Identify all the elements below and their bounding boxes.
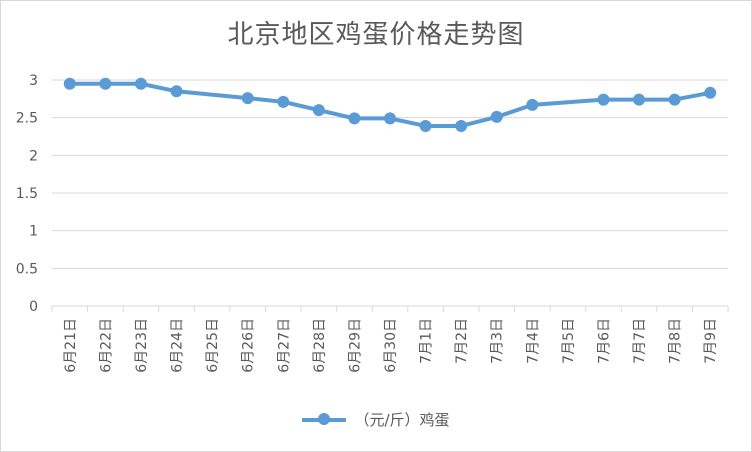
y-tick-label: 3 — [29, 73, 38, 89]
x-tick-label: 7月6日 — [596, 318, 612, 364]
data-point — [597, 93, 610, 106]
data-point — [633, 93, 646, 106]
x-axis-ticks: 6月21日 6月22日 6月23日 6月24日 6月25日 6月26日 6月27日 6月28日… — [63, 318, 719, 373]
y-tick-label: 1 — [29, 224, 38, 240]
y-tick-label: 0.5 — [16, 261, 38, 277]
x-tick-label: 7月9日 — [703, 318, 719, 364]
data-point — [312, 104, 325, 117]
x-tick-label: 7月4日 — [525, 318, 541, 364]
x-tick-label: 7月3日 — [490, 318, 506, 364]
data-point — [490, 110, 503, 123]
data-point — [526, 98, 539, 111]
x-tick-label: 6月27日 — [276, 318, 292, 373]
x-tick-label: 6月25日 — [205, 318, 221, 373]
chart-title: 北京地区鸡蛋价格走势图 — [227, 20, 525, 50]
gridlines — [52, 79, 728, 269]
y-tick-label: 1.5 — [16, 186, 38, 202]
data-point — [419, 119, 432, 132]
data-point — [99, 77, 112, 90]
x-tick-label: 6月26日 — [241, 318, 257, 373]
legend: （元/斤）鸡蛋 — [0, 408, 752, 430]
data-point — [277, 95, 290, 108]
series-layer — [63, 77, 717, 132]
y-axis-ticks: 0 0.5 1 1.5 2 2.5 3 — [16, 73, 38, 315]
x-tick-label: 6月23日 — [134, 318, 150, 373]
data-point — [384, 112, 396, 125]
data-point — [241, 92, 254, 105]
x-tick-label: 6月24日 — [170, 318, 186, 373]
x-tick-label: 7月2日 — [454, 318, 470, 364]
data-point — [134, 77, 147, 90]
data-point — [668, 93, 681, 106]
data-point — [348, 112, 361, 125]
x-tick-label: 6月29日 — [347, 318, 363, 373]
x-tick-label: 6月22日 — [98, 318, 114, 373]
x-axis — [51, 305, 729, 312]
x-tick-label: 7月8日 — [668, 318, 684, 364]
y-tick-label: 0 — [29, 299, 38, 315]
x-tick-label: 7月7日 — [632, 318, 648, 364]
x-tick-label: 6月30日 — [383, 318, 399, 373]
x-tick-label: 6月28日 — [312, 318, 328, 373]
x-tick-label: 7月1日 — [419, 318, 435, 364]
data-point — [63, 77, 76, 90]
y-tick-label: 2.5 — [16, 111, 38, 127]
legend-label: （元/斤）鸡蛋 — [354, 410, 450, 429]
x-tick-label: 6月21日 — [63, 318, 79, 373]
y-tick-label: 2 — [29, 148, 38, 164]
legend-swatch — [302, 408, 347, 430]
x-tick-label: 7月5日 — [561, 318, 577, 364]
data-point — [455, 119, 468, 132]
data-point — [704, 86, 717, 99]
data-point — [170, 85, 183, 98]
